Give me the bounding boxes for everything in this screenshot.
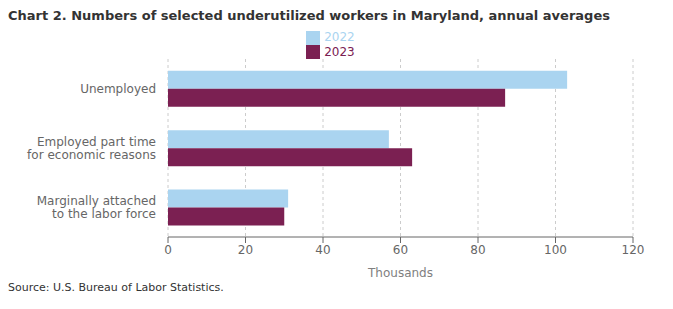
html-text:2023: 2023 xyxy=(324,44,355,59)
svg-text:Unemployed: Unemployed xyxy=(80,82,156,96)
svg-text:Marginally attachedto the labo: Marginally attachedto the labor force xyxy=(37,194,156,221)
html-text:2022: 2022 xyxy=(324,30,355,44)
svg-text:60: 60 xyxy=(393,243,408,257)
svg-text:120: 120 xyxy=(622,243,645,257)
svg-text:80: 80 xyxy=(470,243,485,257)
svg-text:100: 100 xyxy=(544,243,567,257)
html-text:Source: U.S. Bureau of Labor S: Source: U.S. Bureau of Labor Statistics. xyxy=(8,281,224,294)
html-text:Chart 2. Numbers of selected u: Chart 2. Numbers of selected underutiliz… xyxy=(8,8,610,23)
svg-text:Employed part timefor economic: Employed part timefor economic reasons xyxy=(27,135,156,162)
svg-text:0: 0 xyxy=(164,243,172,257)
svg-text:40: 40 xyxy=(315,243,330,257)
svg-text:20: 20 xyxy=(238,243,253,257)
svg-text:Thousands: Thousands xyxy=(367,266,433,280)
